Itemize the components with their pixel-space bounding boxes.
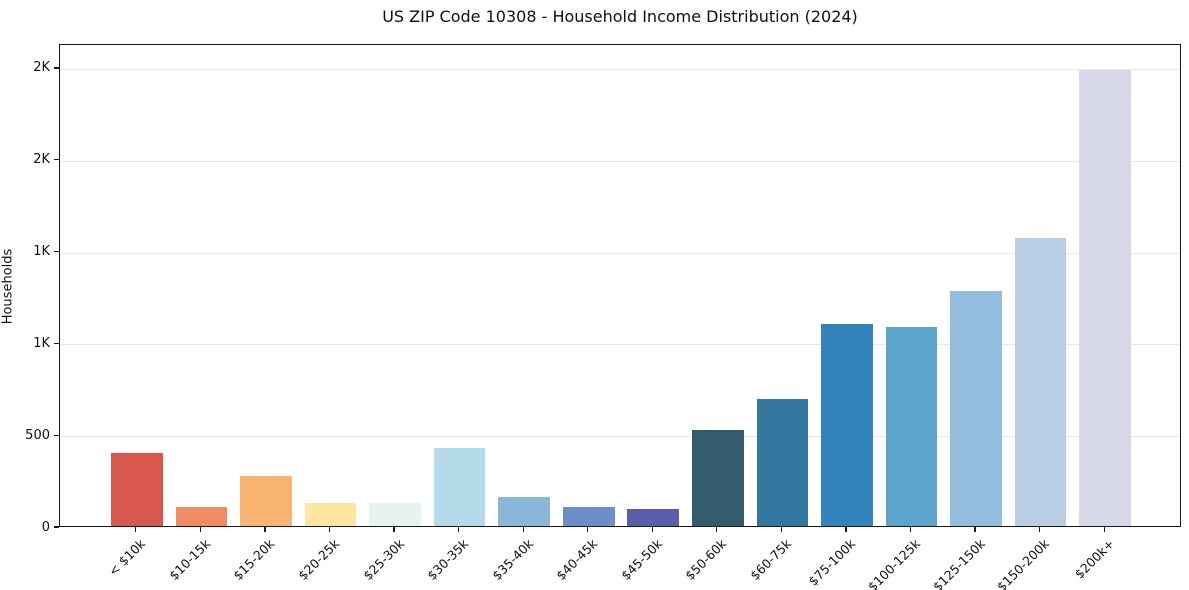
y-tick-mark (54, 67, 59, 69)
x-tick-label: $45-50k (617, 536, 665, 584)
x-tick-label: < $10k (105, 536, 149, 579)
bar-$20-25k (304, 502, 357, 526)
bar-$10-15k (175, 506, 228, 526)
bar-$50-60k (692, 429, 744, 526)
gridline (60, 160, 1180, 162)
bar-$100-125k (885, 326, 938, 526)
bar-$200k+ (1079, 70, 1131, 526)
x-tick-label: $20-25k (295, 536, 343, 584)
y-tick-mark (54, 342, 59, 344)
x-tick-label: $200k+ (1071, 536, 1117, 582)
x-tick-mark (909, 527, 912, 532)
x-tick-mark (457, 527, 460, 532)
x-tick-mark (845, 527, 847, 532)
y-axis-label: Households (0, 248, 16, 325)
bar-$15-20k (240, 476, 292, 526)
y-tick-mark (54, 159, 59, 161)
x-tick-label: $60-75k (746, 536, 795, 584)
y-tick-mark (54, 434, 59, 436)
x-tick-label: $125-150k (929, 536, 988, 590)
y-tick-mark (54, 250, 59, 253)
x-tick-mark (264, 527, 266, 532)
x-tick-mark (974, 527, 976, 532)
bar-$45-50k (627, 508, 680, 526)
x-tick-label: $40-45k (553, 536, 601, 584)
bar-$60-75k (756, 399, 809, 526)
gridline (60, 436, 1180, 438)
x-tick-label: $50-60k (682, 536, 730, 584)
bar-$30-35k (433, 448, 486, 526)
bar-$25-30k (369, 503, 421, 526)
x-tick-label: $10-15k (165, 536, 213, 584)
y-tick-label: 0 (41, 519, 50, 535)
bar-$75-100k (821, 324, 873, 526)
x-tick-mark (522, 527, 524, 532)
x-tick-label: $15-20k (230, 536, 278, 584)
x-tick-label: $150-200k (993, 536, 1053, 590)
x-tick-mark (328, 527, 331, 532)
x-tick-mark (716, 527, 718, 532)
bar-$125-150k (950, 290, 1002, 526)
x-tick-label: $35-40k (488, 536, 536, 584)
chart-title: US ZIP Code 10308 - Household Income Dis… (382, 7, 858, 26)
x-tick-mark (780, 527, 783, 532)
bar-< $10k (111, 452, 163, 526)
gridline (60, 252, 1180, 254)
bar-$150-200k (1014, 237, 1067, 526)
x-tick-mark (393, 527, 395, 532)
y-tick-label: 2K (33, 60, 50, 76)
y-tick-label: 1K (33, 244, 50, 260)
x-tick-mark (1038, 527, 1041, 532)
bar-$35-40k (498, 496, 550, 526)
gridline (60, 344, 1180, 346)
y-tick-label: 500 (25, 427, 50, 443)
y-tick-mark (54, 526, 59, 528)
y-tick-label: 2K (33, 152, 50, 168)
x-tick-label: $25-30k (359, 536, 407, 584)
x-tick-mark (135, 527, 137, 532)
y-tick-label: 1K (33, 335, 50, 351)
x-tick-mark (199, 527, 202, 532)
x-tick-mark (651, 527, 653, 532)
x-tick-mark (1103, 527, 1105, 532)
x-tick-label: $100-125k (864, 536, 924, 590)
bar-$40-45k (562, 506, 615, 526)
gridline (60, 68, 1180, 70)
plot-area (59, 44, 1181, 527)
x-tick-label: $75-100k (805, 536, 859, 589)
x-tick-mark (587, 527, 589, 532)
x-tick-label: $30-35k (424, 536, 472, 584)
